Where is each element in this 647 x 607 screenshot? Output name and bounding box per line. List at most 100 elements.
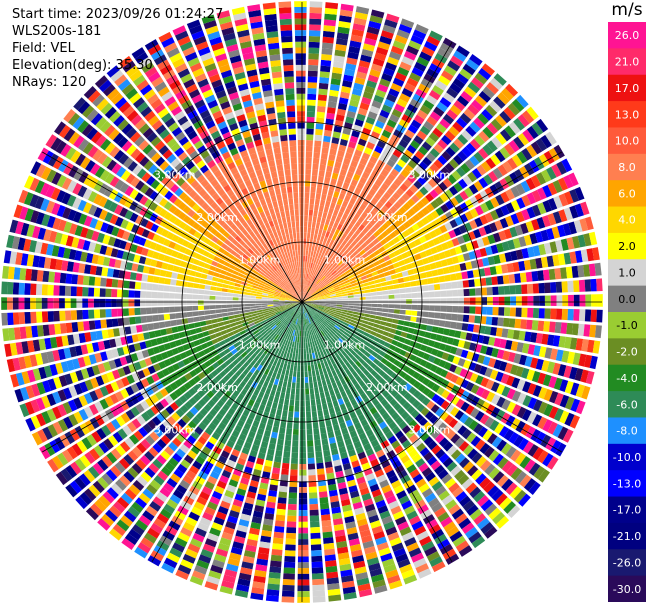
velocity-gate <box>253 362 260 369</box>
velocity-gate <box>361 323 368 328</box>
velocity-gate <box>495 493 508 506</box>
velocity-gate <box>265 594 279 602</box>
velocity-gate <box>105 383 115 395</box>
velocity-gate <box>457 289 464 297</box>
velocity-gate <box>542 184 553 198</box>
velocity-gate <box>453 154 464 166</box>
velocity-gate <box>344 515 355 524</box>
velocity-gate <box>206 390 215 399</box>
velocity-gate <box>492 511 506 525</box>
velocity-gate <box>192 460 203 470</box>
velocity-gate <box>537 320 545 332</box>
velocity-gate <box>307 300 314 302</box>
velocity-gate <box>164 385 174 394</box>
velocity-gate <box>197 371 206 380</box>
velocity-gate <box>129 272 137 281</box>
velocity-gate <box>527 307 534 318</box>
velocity-gate <box>428 291 435 298</box>
velocity-gate <box>377 187 386 196</box>
velocity-gate <box>527 383 537 395</box>
velocity-gate <box>379 35 392 45</box>
velocity-gate <box>218 436 228 445</box>
velocity-gate <box>338 385 345 393</box>
velocity-gate <box>310 399 316 406</box>
velocity-gate <box>500 412 511 424</box>
velocity-gate <box>413 380 422 389</box>
velocity-gate <box>197 380 206 389</box>
velocity-gate <box>148 463 160 474</box>
velocity-gate <box>284 298 291 300</box>
velocity-gate <box>279 316 285 321</box>
velocity-gate <box>148 267 156 275</box>
velocity-gate <box>255 564 268 572</box>
velocity-gate <box>339 284 346 289</box>
velocity-gate <box>261 305 268 308</box>
velocity-gate <box>293 423 299 430</box>
velocity-gate <box>131 418 142 429</box>
velocity-gate <box>216 336 224 342</box>
velocity-gate <box>429 163 440 174</box>
velocity-gate <box>414 253 422 261</box>
velocity-gate <box>174 388 183 398</box>
velocity-gate <box>144 450 155 462</box>
velocity-gate <box>130 383 140 394</box>
velocity-gate <box>444 221 453 231</box>
velocity-gate <box>400 474 411 484</box>
velocity-gate <box>140 290 147 298</box>
velocity-gate <box>451 281 458 289</box>
velocity-gate <box>300 411 306 418</box>
velocity-gate <box>552 254 560 267</box>
velocity-gate <box>389 223 398 231</box>
velocity-gate <box>403 50 417 61</box>
velocity-gate <box>305 400 311 407</box>
velocity-gate <box>505 482 518 495</box>
velocity-gate <box>381 425 391 435</box>
velocity-gate <box>467 323 475 332</box>
velocity-gate <box>267 370 274 377</box>
velocity-gate <box>53 285 60 296</box>
velocity-gate <box>393 201 402 210</box>
velocity-gate <box>431 57 445 69</box>
velocity-gate <box>282 380 288 388</box>
velocity-gate <box>375 449 385 458</box>
velocity-gate <box>572 235 581 249</box>
velocity-gate <box>324 414 331 422</box>
velocity-gate <box>406 77 419 88</box>
velocity-gate <box>473 151 485 163</box>
velocity-gate <box>128 344 136 353</box>
velocity-gate <box>297 336 300 343</box>
velocity-gate <box>548 375 558 389</box>
velocity-gate <box>510 186 521 198</box>
velocity-gate <box>376 159 386 168</box>
velocity-gate <box>419 186 429 196</box>
velocity-gate <box>312 163 319 170</box>
velocity-gate <box>358 380 366 388</box>
velocity-gate <box>308 376 313 383</box>
velocity-gate <box>166 349 174 358</box>
velocity-gate <box>305 293 311 298</box>
velocity-gate <box>303 307 307 313</box>
velocity-gate <box>170 319 177 327</box>
velocity-gate <box>270 554 283 562</box>
velocity-gate <box>328 338 334 345</box>
velocity-gate <box>260 535 272 543</box>
velocity-gate <box>313 346 317 353</box>
velocity-gate <box>274 309 281 314</box>
velocity-gate <box>376 541 389 551</box>
velocity-gate <box>323 224 329 231</box>
velocity-gate <box>504 362 513 374</box>
velocity-gate <box>195 345 203 352</box>
velocity-gate <box>105 509 118 522</box>
velocity-gate <box>363 331 370 338</box>
velocity-gate <box>389 205 398 214</box>
velocity-gate <box>415 563 430 574</box>
velocity-gate <box>429 414 439 425</box>
velocity-gate <box>351 285 359 290</box>
velocity-gate <box>412 371 421 380</box>
velocity-gate <box>342 462 352 471</box>
velocity-gate <box>479 477 491 489</box>
velocity-gate <box>276 361 281 368</box>
velocity-gate <box>323 360 329 368</box>
velocity-gate <box>491 489 504 502</box>
velocity-gate <box>104 396 114 407</box>
